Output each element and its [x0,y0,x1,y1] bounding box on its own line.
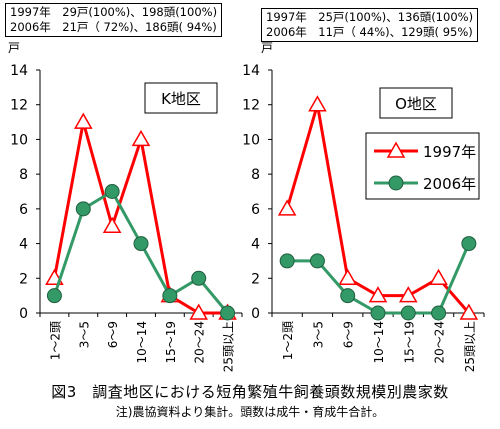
x-tick-label: 15～19 [402,321,416,364]
x-tick-label: 25頭以上 [463,321,477,372]
data-point-circle [279,253,295,269]
x-tick-label: 6～9 [106,321,120,348]
x-tick-label: 15～19 [164,321,178,364]
y-tick-label: 6 [251,202,260,218]
data-point-circle [133,236,149,252]
y-tick-label: 4 [19,237,28,253]
y-tick-label: 10 [10,132,28,148]
summary-line-2006-k: 2006年 21戸（ 72%)、186頭( 94%) [10,20,217,34]
data-point-circle [191,270,207,286]
chart-panel-0: 0 2 4 6 8 10 12 14 戸 1～2頭 3～5 6～9 10～14 15～19 20～24 25頭… [8,41,243,372]
y-tick-label: 2 [19,271,28,287]
x-tick-label: 10～14 [135,321,149,364]
legend-marker-circle [388,175,404,191]
y-tick-label: 10 [242,132,260,148]
x-tick-label: 25頭以上 [222,321,236,372]
data-point-circle [340,288,356,304]
district-title: O地区 [395,95,437,113]
district-title-box [144,82,218,114]
x-tick-label: 6～9 [342,321,356,348]
legend-marker-triangle [386,141,406,158]
data-point-circle [46,288,62,304]
y-tick-label: 8 [251,167,260,183]
data-point-circle [461,236,477,252]
data-point-circle [104,184,120,199]
y-tick-label: 14 [242,63,260,79]
data-point-triangle [102,216,122,233]
x-tick-label: 3～5 [311,321,325,348]
y-axis-label: 戸 [261,41,273,55]
y-tick-label: 0 [19,306,28,322]
y-tick-label: 14 [10,63,28,79]
summary-box-o: 1997年 25戸(100%)、136頭(100%) 2006年 11戸（ 44… [261,8,479,42]
data-point-circle [220,305,236,321]
data-point-circle [75,201,91,217]
data-point-triangle [189,303,209,320]
data-point-triangle [277,199,297,216]
y-tick-label: 0 [251,306,260,322]
x-tick-label: 20～24 [193,321,207,364]
x-tick-label: 1～2頭 [281,321,295,360]
summary-line-1997-k: 1997年 29戸(100%)、198頭(100%) [10,5,218,19]
y-tick-label: 4 [251,237,260,253]
y-tick-label: 12 [242,98,260,114]
data-point-triangle [429,268,448,286]
district-title-box [379,87,453,119]
y-tick-label: 6 [19,202,28,218]
data-point-circle [431,305,447,321]
data-point-circle [309,253,325,269]
summary-line-1997-o: 1997年 25戸(100%)、136頭(100%) [266,10,474,24]
data-point-circle [400,305,416,321]
data-point-circle [370,305,386,321]
legend-label: 2006年 [423,175,476,193]
data-point-triangle [131,129,151,147]
chart-panel-1: 0 2 4 6 8 10 12 14戸 1～2頭 3～5 6～9 10～14 15～19 20～24 25頭… [242,41,485,372]
legend-label: 1997年 [423,143,476,161]
data-point-triangle [459,303,479,320]
district-title: K地区 [161,90,201,108]
x-tick-label: 3～5 [77,321,91,348]
y-tick-label: 8 [19,167,28,183]
data-point-triangle [368,286,388,303]
data-point-circle [162,288,178,304]
y-tick-label: 12 [10,98,28,114]
data-point-triangle [73,112,93,129]
x-tick-label: 1～2頭 [48,321,62,360]
x-tick-label: 20～24 [433,321,447,364]
legend-box [365,132,480,200]
summary-line-2006-o: 2006年 11戸（ 44%)、129頭( 95%) [266,25,473,39]
data-point-triangle [308,95,327,112]
summary-box-k: 1997年 29戸(100%)、198頭(100%) 2006年 21戸（ 72… [5,3,223,37]
data-point-triangle [338,268,358,286]
data-point-triangle [398,286,418,303]
y-axis-label: 戸 [8,41,20,55]
figure-note: 注)農協資料より集計。頭数は成牛・育成牛合計。 [115,405,385,419]
y-tick-label: 2 [251,271,260,287]
figure-caption: 図3 調査地区における短角繁殖牛飼養頭数規模別農家数 [51,383,449,401]
x-tick-label: 10～14 [372,321,386,364]
